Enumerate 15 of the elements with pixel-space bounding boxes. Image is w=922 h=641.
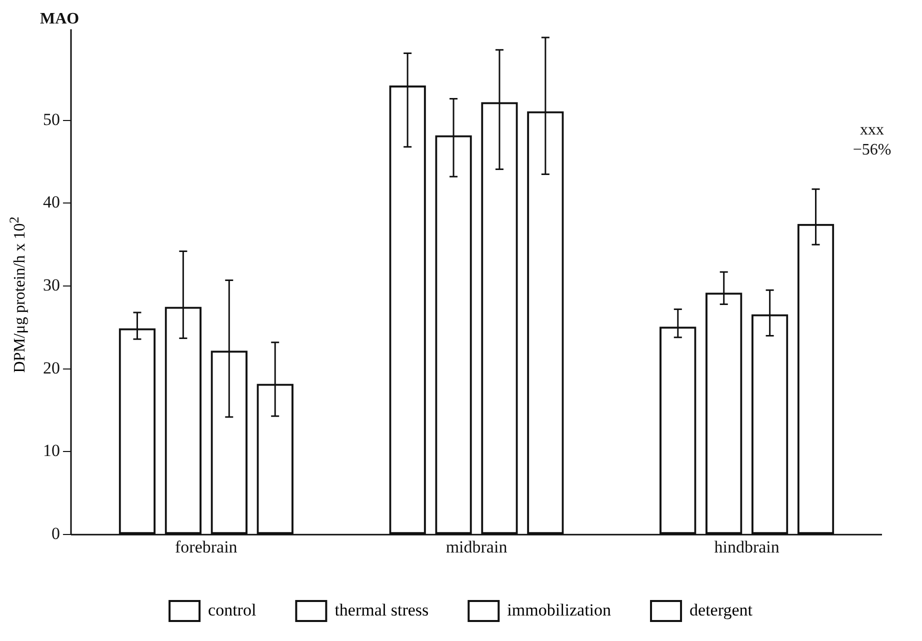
y-tick-label: 50 [43,110,60,129]
legend-label: control [208,600,256,620]
legend-label: immobilization [507,600,612,620]
y-tick-label: 0 [52,524,60,544]
y-tick-label: 30 [43,276,60,295]
chart-title: MAO [40,10,80,28]
x-tick-label: forebrain [175,537,238,556]
y-tick-label: 20 [43,358,60,378]
y-tick-label: 40 [43,192,60,212]
legend-label: detergent [690,600,753,620]
annotation: xxx −56% [852,122,892,159]
x-tick-label: midbrain [446,537,508,556]
legend-label: thermal stress [334,600,429,620]
y-tick-label: 10 [43,441,60,460]
x-tick-label: hindbrain [714,537,780,556]
